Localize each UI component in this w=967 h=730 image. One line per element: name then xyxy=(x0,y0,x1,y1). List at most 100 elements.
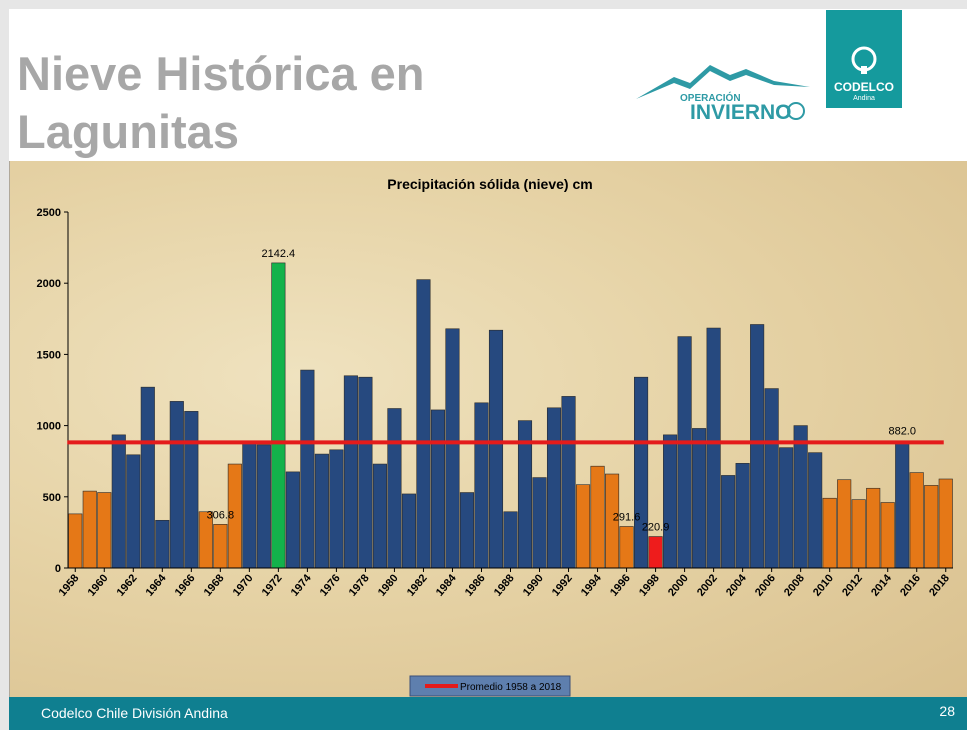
x-tick-label: 2008 xyxy=(782,572,807,598)
x-tick-label: 1984 xyxy=(434,572,459,599)
codelco-emblem-icon xyxy=(851,46,877,74)
bar-1982 xyxy=(416,279,431,569)
slide: Nieve Histórica en Lagunitas OPERACIÓN I… xyxy=(9,9,967,730)
bar-2018 xyxy=(938,478,953,569)
x-tick-label: 1990 xyxy=(521,572,546,598)
x-axis: 1958 1960 1962 1964 1966 1968 1970 1972 1974 1976… xyxy=(57,567,953,599)
y-tick-label: 2500 xyxy=(37,207,61,219)
mountain-logo-icon: OPERACIÓN INVIERNO xyxy=(636,65,810,124)
data-label-1996: 291.6 xyxy=(613,511,641,523)
bar-1997 xyxy=(634,376,649,569)
x-tick-label: 1960 xyxy=(86,572,111,598)
x-tick-label: 1992 xyxy=(550,572,575,598)
logo-operacion-text: OPERACIÓN xyxy=(680,91,741,104)
data-label-1998: 220.9 xyxy=(642,522,670,534)
bar-1991 xyxy=(546,407,562,569)
y-axis: 0 500 1000 1500 2000 2500 xyxy=(37,207,69,575)
bar-1968 xyxy=(213,524,228,569)
bar-1975 xyxy=(314,453,329,569)
codelco-logo: CODELCO Andina xyxy=(826,10,902,108)
bar-1977 xyxy=(343,375,358,569)
data-label-1968: 306.8 xyxy=(207,509,235,521)
bar-1958 xyxy=(68,513,83,569)
x-tick-label: 1982 xyxy=(405,572,430,598)
bar-2007 xyxy=(779,447,794,569)
bar-2017 xyxy=(924,485,939,569)
bar-1988 xyxy=(503,511,518,569)
bar-1990 xyxy=(532,477,547,569)
x-tick-label: 2018 xyxy=(927,572,952,598)
bar-1970 xyxy=(242,442,257,569)
logo-invierno-text: INVIERNO xyxy=(690,101,792,123)
y-tick-label: 1000 xyxy=(37,421,61,433)
x-tick-label: 1996 xyxy=(608,572,633,598)
y-tick-label: 1500 xyxy=(37,349,61,361)
x-tick-label: 2000 xyxy=(666,572,691,598)
x-tick-label: 1970 xyxy=(231,572,256,598)
bar-1996 xyxy=(619,526,634,569)
y-tick-label: 500 xyxy=(43,492,61,504)
bar-1965 xyxy=(169,401,184,569)
bar-2006 xyxy=(764,388,779,569)
average-label: 882.0 xyxy=(888,425,916,437)
bar-2011 xyxy=(837,479,852,569)
bar-1980 xyxy=(387,408,402,569)
bar-2001 xyxy=(692,428,707,569)
bar-2004 xyxy=(735,463,750,569)
snowflake-icon xyxy=(787,102,805,120)
bar-1963 xyxy=(140,386,155,569)
chart-title: Precipitación sólida (nieve) cm xyxy=(387,176,592,192)
bar-2008 xyxy=(793,425,808,569)
x-tick-label: 1994 xyxy=(579,572,604,599)
bar-2014 xyxy=(880,502,895,569)
snow-bar-chart: Precipitación sólida (nieve) cm 0 500 1000… xyxy=(37,176,953,697)
footer-organization: Codelco Chile División Andina xyxy=(41,705,228,721)
bar-1962 xyxy=(126,454,141,569)
bar-2012 xyxy=(851,499,866,569)
bar-1986 xyxy=(474,402,489,569)
x-tick-label: 2014 xyxy=(869,572,894,599)
data-label-1972: 2142.4 xyxy=(262,248,296,260)
chart-area: Precipitación sólida (nieve) cm 0 500 1000… xyxy=(9,161,967,699)
x-tick-label: 1966 xyxy=(173,572,198,598)
y-tick-label: 2000 xyxy=(37,278,61,290)
average-line-group: 882.0 xyxy=(67,425,944,445)
x-tick-label: 2010 xyxy=(811,572,836,598)
y-tick-label: 0 xyxy=(55,563,61,575)
x-tick-label: 1980 xyxy=(376,572,401,598)
x-tick-label: 1986 xyxy=(463,572,488,598)
bar-1959 xyxy=(82,490,97,569)
legend-box xyxy=(409,675,571,697)
x-tick-label: 2002 xyxy=(695,572,720,598)
bar-2000 xyxy=(677,336,692,569)
bar-1976 xyxy=(329,449,344,569)
bar-1981 xyxy=(401,493,416,569)
x-tick-label: 1972 xyxy=(260,572,285,598)
bar-1971 xyxy=(256,444,271,569)
bar-1999 xyxy=(663,434,678,569)
x-tick-label: 2004 xyxy=(724,572,749,599)
legend-label: Promedio 1958 a 2018 xyxy=(460,682,562,693)
bar-1979 xyxy=(372,463,387,569)
bar-1993 xyxy=(575,484,591,569)
bars-group xyxy=(68,262,953,569)
x-tick-label: 1968 xyxy=(202,572,227,598)
x-tick-label: 2012 xyxy=(840,572,865,598)
bar-2003 xyxy=(721,475,736,569)
page-number: 28 xyxy=(939,703,955,719)
x-tick-label: 1978 xyxy=(347,572,372,598)
x-tick-label: 2006 xyxy=(753,572,778,598)
bar-2015 xyxy=(895,443,910,569)
bar-1985 xyxy=(459,492,475,569)
bar-1984 xyxy=(445,328,460,569)
slide-title: Nieve Histórica en Lagunitas xyxy=(17,47,425,158)
bar-1966 xyxy=(184,411,199,569)
bar-1983 xyxy=(430,409,446,569)
bar-1964 xyxy=(155,519,170,569)
bar-1972 xyxy=(271,262,286,569)
bar-2013 xyxy=(866,487,881,569)
bar-1973 xyxy=(285,471,300,569)
bar-1994 xyxy=(590,465,605,569)
x-tick-label: 1976 xyxy=(318,572,343,598)
